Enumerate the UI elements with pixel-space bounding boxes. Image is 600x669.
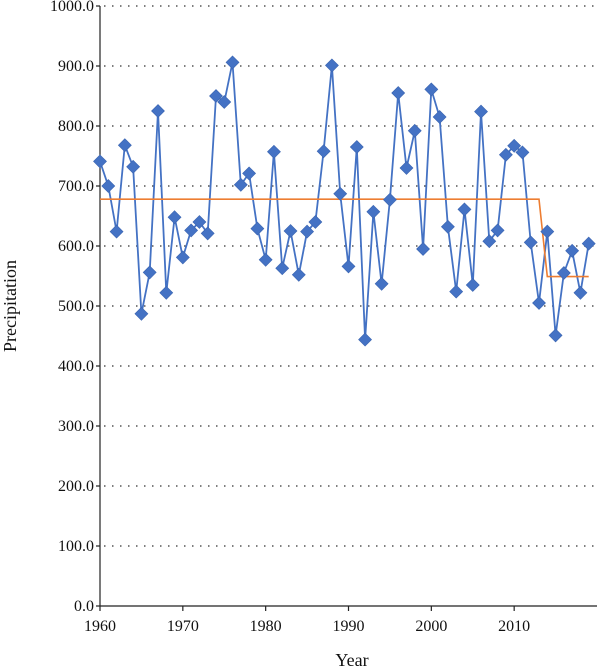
data-point-1979 [250, 221, 265, 236]
y-tick-label: 900.0 [58, 58, 94, 75]
data-point-1981 [267, 144, 281, 159]
data-point-1965 [134, 306, 149, 321]
data-point-2014 [540, 224, 555, 239]
data-point-1980 [258, 252, 273, 267]
data-point-1964 [126, 159, 141, 174]
data-point-1989 [333, 186, 348, 201]
y-tick-label: 500.0 [58, 298, 94, 315]
data-point-1975 [217, 95, 232, 109]
mean-step-line [100, 198, 589, 278]
x-tick-label: 1960 [84, 618, 116, 635]
y-axis-title: Precipitation [0, 260, 20, 352]
y-tick-label: 400.0 [58, 358, 94, 375]
x-tick-label: 2010 [498, 618, 530, 635]
y-tick-label: 0.0 [74, 598, 94, 615]
data-point-2004 [457, 202, 472, 217]
data-point-1969 [167, 210, 182, 225]
precipitation-series-line [99, 61, 590, 341]
y-tick-label: 300.0 [58, 418, 94, 435]
data-point-1963 [117, 138, 132, 153]
data-point-2000 [424, 82, 439, 97]
data-point-1994 [374, 276, 389, 291]
data-point-1977 [233, 177, 248, 192]
data-point-1971 [184, 223, 199, 238]
data-point-2002 [440, 219, 455, 234]
data-point-1990 [341, 259, 356, 274]
data-point-2019 [581, 236, 596, 251]
grid-layer [104, 5, 597, 547]
y-tick-label: 1000.0 [50, 0, 94, 15]
data-point-1991 [349, 140, 364, 154]
data-point-1985 [300, 224, 315, 239]
data-point-1973 [200, 226, 215, 241]
data-point-1982 [275, 261, 290, 276]
data-point-1974 [209, 89, 223, 103]
data-point-1996 [391, 86, 406, 100]
data-point-2013 [532, 296, 546, 310]
data-point-1960 [93, 154, 107, 169]
data-point-1984 [291, 267, 306, 282]
data-point-2001 [432, 110, 447, 124]
data-point-2009 [498, 147, 513, 162]
data-point-1970 [175, 250, 190, 265]
data-point-1999 [416, 242, 430, 256]
data-point-1988 [325, 58, 339, 73]
data-point-1986 [308, 215, 323, 229]
y-tick-label: 600.0 [58, 238, 94, 255]
data-point-1962 [109, 224, 124, 239]
data-point-1972 [192, 215, 207, 229]
data-point-2012 [523, 235, 538, 250]
data-point-1992 [358, 332, 372, 347]
data-point-2003 [449, 284, 464, 299]
data-point-1997 [399, 161, 414, 175]
data-point-1968 [159, 285, 174, 300]
data-point-1983 [283, 224, 298, 238]
series-layer [93, 55, 596, 347]
axis-layer [96, 5, 597, 611]
data-point-1961 [101, 179, 116, 193]
data-point-1998 [407, 123, 422, 138]
data-point-1993 [366, 204, 381, 219]
y-tick-label: 800.0 [58, 118, 94, 135]
x-tick-label: 1970 [167, 618, 199, 635]
data-point-2018 [573, 285, 588, 300]
data-point-2015 [548, 328, 563, 343]
data-point-2010 [507, 138, 522, 153]
y-tick-label: 200.0 [58, 478, 94, 495]
x-axis-title: Year [335, 650, 368, 669]
data-point-2011 [515, 145, 530, 160]
y-tick-label: 100.0 [58, 538, 94, 555]
data-point-2007 [482, 234, 497, 249]
data-point-1976 [225, 55, 240, 70]
data-point-1966 [142, 265, 157, 280]
data-point-2016 [556, 266, 571, 280]
label-layer: 0.0 100.0 200.0 300.0 400.0 500.0 600.0 700.0 80… [50, 0, 530, 635]
data-point-2017 [565, 243, 580, 258]
data-point-1987 [316, 144, 331, 159]
data-point-2006 [474, 104, 488, 119]
x-tick-label: 1990 [333, 618, 365, 635]
data-point-1978 [242, 166, 257, 181]
y-tick-label: 700.0 [58, 178, 94, 195]
data-point-1995 [382, 192, 397, 207]
data-point-1967 [151, 104, 165, 118]
data-point-2008 [490, 223, 505, 238]
data-point-2005 [465, 278, 480, 292]
x-tick-label: 1980 [250, 618, 282, 635]
x-tick-label: 2000 [415, 618, 447, 635]
